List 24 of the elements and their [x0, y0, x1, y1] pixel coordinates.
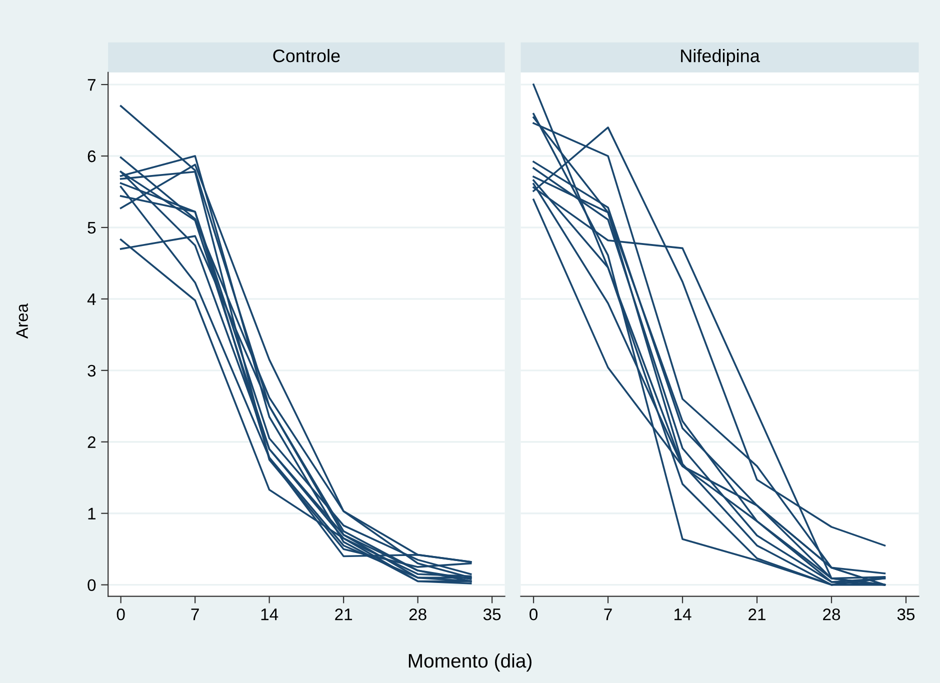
- x-tick-label: 14: [261, 608, 278, 620]
- x-tick-label: 28: [409, 608, 426, 620]
- x-tick-label: 21: [748, 608, 766, 620]
- y-tick-label: 1: [88, 508, 96, 520]
- x-tick-label: 35: [897, 608, 915, 620]
- y-tick-label: 4: [87, 294, 96, 305]
- x-tick-label: 21: [335, 608, 352, 620]
- x-tick-label: 0: [530, 608, 538, 620]
- y-tick-label: 5: [88, 222, 96, 234]
- y-tick-label: 7: [88, 79, 96, 91]
- x-tick-label: 14: [674, 608, 692, 620]
- y-axis-title: Area: [16, 303, 28, 339]
- chart-title: Nifedipina: [681, 48, 760, 66]
- chart-title: Controle: [273, 48, 340, 62]
- x-tick-label: 7: [191, 608, 199, 620]
- y-tick-label: 6: [88, 150, 96, 162]
- x-tick-label: 7: [604, 608, 612, 620]
- x-tick-label: 35: [483, 608, 501, 620]
- x-axis-title: Momento (dia): [408, 653, 532, 672]
- x-tick-label: 0: [116, 608, 125, 620]
- y-tick-label: 3: [88, 364, 96, 377]
- y-tick-label: 2: [88, 436, 96, 448]
- x-tick-label: 28: [823, 608, 840, 620]
- y-tick-label: 0: [88, 579, 96, 592]
